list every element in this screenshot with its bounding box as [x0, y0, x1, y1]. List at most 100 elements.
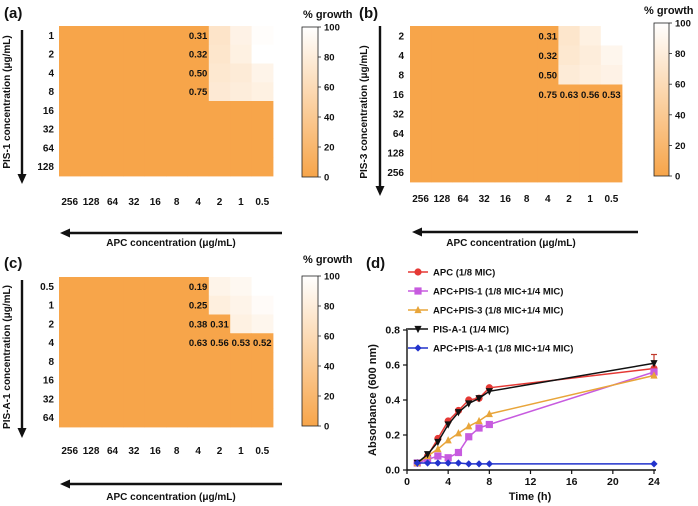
heatmap-cell — [144, 333, 167, 353]
heatmap-cell — [473, 123, 496, 144]
heatmap-cell — [166, 82, 188, 102]
heatmap-cell — [208, 389, 231, 409]
colorbar-tick-label: 40 — [324, 362, 335, 373]
heatmap-cell — [144, 157, 167, 177]
heatmap-cell — [251, 277, 274, 297]
heatmap-cell — [431, 162, 453, 183]
fici-label: 0.56 — [210, 338, 229, 349]
heatmap-cell — [452, 143, 474, 163]
heatmap-panel-c: (c) % growth PIS-A-1 concentration (μg/m… — [2, 254, 353, 503]
colorbar-tick-label: 80 — [675, 49, 686, 60]
heatmap-cell — [187, 44, 210, 64]
x-tick-label: 64 — [107, 197, 119, 208]
data-point — [434, 444, 442, 453]
series-line — [417, 371, 655, 464]
heatmap-cell — [187, 314, 210, 334]
data-point — [475, 395, 483, 403]
x-tick-label: 0 — [404, 476, 410, 488]
heatmap-cell — [59, 408, 81, 428]
colorbar-tick-label: 60 — [675, 80, 686, 91]
heatmap-cell — [123, 352, 145, 372]
data-point — [485, 409, 493, 418]
heatmap-cell — [59, 157, 81, 177]
heatmap-cell — [208, 44, 231, 64]
colorbar-tick-label: 40 — [324, 113, 335, 124]
colorbar-tick-label: 0 — [675, 172, 680, 183]
x-tick-label: 128 — [83, 446, 100, 457]
heatmap-cell — [558, 123, 580, 144]
heatmap-cell — [537, 143, 559, 163]
data-point — [413, 459, 421, 467]
heatmap-cell — [537, 84, 559, 105]
heatmap-cell — [208, 26, 231, 46]
heatmap-cell — [473, 104, 496, 124]
x-tick-label: 8 — [174, 197, 180, 208]
colorbar-tick-label: 20 — [675, 141, 686, 152]
heatmap-cell — [558, 143, 580, 163]
y-arrowhead — [17, 174, 27, 184]
colorbar-tick-label: 80 — [324, 302, 335, 313]
heatmap-cell — [600, 162, 623, 183]
heatmap-cell — [537, 26, 559, 46]
heatmap-cell — [59, 333, 81, 353]
heatmap-cell — [123, 389, 145, 409]
fici-label: 0.31 — [210, 319, 229, 330]
y-tick-label: 0.0 — [385, 465, 400, 477]
heatmap-cell — [59, 26, 81, 46]
heatmap-cell — [208, 119, 231, 139]
fici-label: 0.56 — [581, 90, 600, 101]
series-line — [417, 462, 654, 465]
y-tick-label: 0.5 — [40, 282, 54, 293]
x-tick-label: 2 — [217, 197, 223, 208]
heatmap-cell — [251, 408, 274, 428]
heatmap-cell — [452, 162, 474, 183]
x-tick-label: 128 — [83, 197, 100, 208]
y-tick-label: 128 — [37, 162, 54, 173]
colorbar-tick-label: 80 — [324, 53, 335, 64]
heatmap-cell — [166, 157, 188, 177]
heatmap-cell — [494, 65, 517, 85]
data-point — [485, 460, 493, 468]
data-point — [434, 452, 442, 460]
heatmap-cell — [208, 277, 231, 297]
heatmap-panel-b: (b) % growth PIS-3 concentration (μg/mL)… — [359, 5, 694, 249]
colorbar-tick-label: 20 — [324, 143, 335, 154]
heatmap-cell — [516, 65, 538, 85]
heatmap-cell — [558, 65, 580, 85]
colorbar-tick-label: 60 — [324, 83, 335, 94]
y-axis-label: PIS-1 concentration (μg/mL) — [2, 35, 13, 168]
y-tick-label: 8 — [398, 70, 404, 81]
y-tick-label: 2 — [48, 50, 54, 61]
x-tick-label: 0.5 — [604, 194, 618, 205]
heatmap-cell — [494, 162, 517, 183]
heatmap-cell — [166, 408, 188, 428]
data-point — [475, 424, 483, 432]
data-point — [423, 459, 432, 467]
heatmap-cell — [80, 277, 103, 297]
heatmap-cell — [431, 26, 453, 46]
x-tick-label: 8 — [524, 194, 530, 205]
heatmap-cell — [166, 101, 188, 121]
heatmap-cell — [516, 84, 538, 105]
heatmap-cell — [101, 82, 124, 102]
fici-label: 0.52 — [253, 338, 272, 349]
heatmap-cell — [101, 370, 124, 390]
heatmap-cell — [187, 277, 210, 297]
heatmap-cell — [187, 389, 210, 409]
heatmap-cell — [166, 370, 188, 390]
data-point — [444, 454, 452, 462]
data-point — [434, 459, 442, 467]
x-tick-label: 8 — [486, 476, 492, 488]
y-tick-label: 0.2 — [385, 430, 400, 442]
heatmap-cell — [187, 295, 210, 315]
y-tick-label: 1 — [48, 31, 54, 42]
heatmap-cell — [187, 333, 210, 353]
heatmap-cell — [516, 123, 538, 144]
colorbar-title: % growth — [303, 254, 353, 266]
heatmap-cell — [123, 82, 145, 102]
panel-label: (c) — [4, 255, 22, 272]
x-axis-label: APC concentration (μg/mL) — [106, 492, 235, 503]
x-tick-label: 24 — [648, 476, 660, 488]
heatmap-cell — [208, 408, 231, 428]
heatmap-cell — [80, 314, 103, 334]
